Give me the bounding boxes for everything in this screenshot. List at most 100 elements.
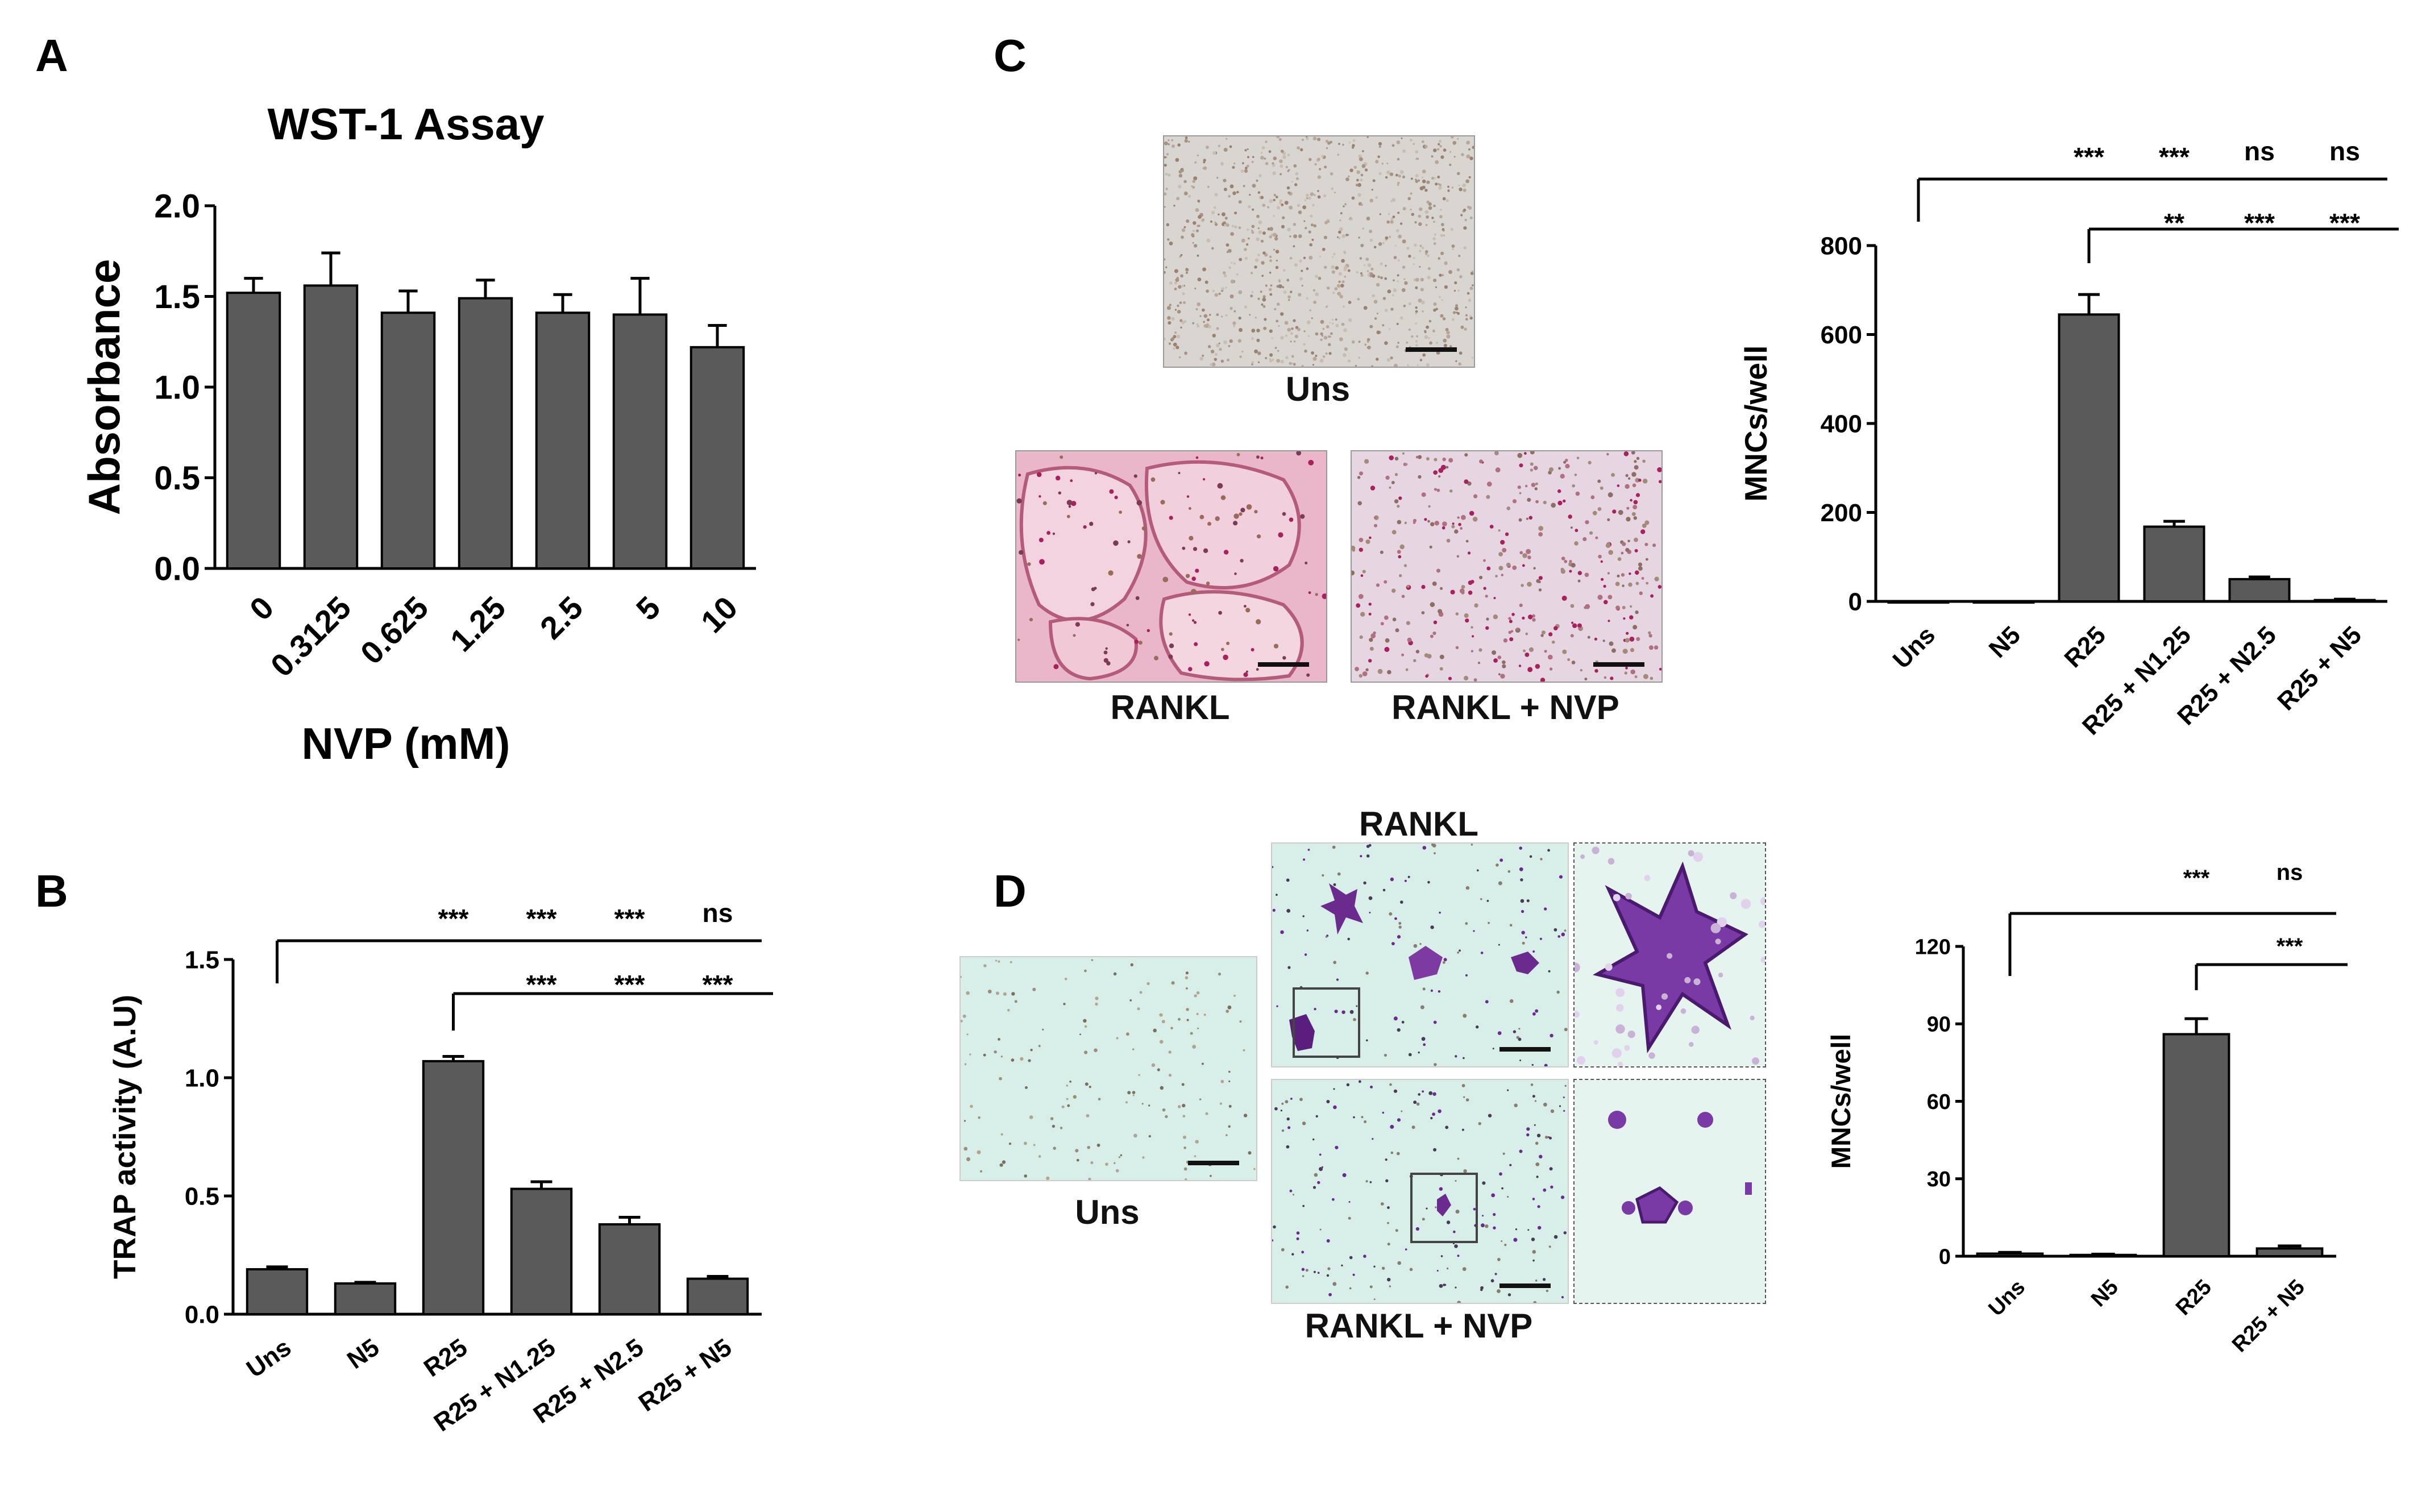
cell-speck [1212,289,1215,292]
cell-speck [1285,1285,1289,1289]
cell-speck [1615,581,1620,587]
cell-speck [1500,674,1505,679]
cell-speck [1233,325,1236,327]
cell-speck [1646,558,1648,561]
cell-speck [1170,1027,1173,1029]
cell-speck [1251,160,1254,163]
cell-speck [1262,295,1266,298]
cell-speck [1505,532,1509,536]
cell-speck [1689,1042,1694,1047]
cell-speck [1399,544,1405,550]
cell-speck [1333,961,1337,965]
cell-speck [1329,322,1331,324]
cell-speck [1638,566,1643,571]
cell-speck [1386,163,1389,165]
cell-speck [1538,580,1541,583]
cell-speck [1473,494,1478,499]
cell-speck [1549,1167,1553,1171]
significance-label: ** [2164,208,2184,238]
bar [2228,578,2291,603]
cell-speck [1278,280,1281,283]
cell-speck [1302,915,1305,917]
micrograph-d-rankl [1271,842,1569,1067]
micrograph-c-uns-image [1164,136,1474,367]
cell-speck [1624,671,1627,675]
cell-speck [1305,562,1308,564]
cell-speck [1212,334,1216,338]
cell-speck [1347,937,1350,941]
cell-speck [1103,658,1108,663]
cell-speck [1256,214,1260,218]
cell-speck [1440,587,1443,590]
cell-speck [1299,277,1303,281]
cell-speck [1109,489,1114,494]
cell-speck [1233,994,1236,997]
cell-speck [1397,550,1401,554]
cell-speck [1294,183,1298,186]
cell-speck [1419,244,1422,247]
cell-speck [1486,617,1489,621]
cell-speck [1436,1270,1439,1272]
cell-speck [1413,659,1416,662]
cell-speck [1477,662,1481,664]
cell-speck [1421,300,1425,305]
cell-speck [1183,1147,1186,1149]
cell-speck [1334,192,1336,194]
x-tick-label: R25 [2171,1275,2216,1320]
cell-speck [1449,163,1452,167]
cell-speck [1364,459,1369,464]
cell-speck [1380,276,1384,280]
cell-speck [1427,267,1431,271]
cell-speck [1194,994,1197,998]
cell-speck [1174,281,1178,285]
cell-speck [1546,1289,1549,1293]
cell-speck [1359,471,1363,476]
cell-speck [1168,654,1173,659]
cell-speck [1513,1237,1518,1242]
cell-speck [1360,173,1364,177]
cell-speck [1371,189,1373,191]
cell-speck [1226,223,1229,227]
cell-speck [1434,177,1436,179]
x-tick-label: Uns [1984,1275,2030,1320]
cell-speck [1419,186,1424,190]
cell-speck [1684,977,1691,983]
cell-speck [1133,1133,1137,1138]
cell-speck [1301,365,1304,367]
cell-speck [1258,230,1262,234]
cell-speck [1392,215,1395,218]
cell-speck [1086,1114,1090,1118]
cell-speck [1426,254,1430,257]
cell-speck [1290,1098,1293,1100]
cell-speck [1234,211,1237,215]
cell-speck [1542,630,1546,635]
cell-speck [1246,243,1249,246]
cell-speck [1317,190,1319,192]
cell-speck [1188,194,1191,198]
cell-speck [1192,242,1194,244]
cell-speck [1465,306,1467,309]
cell-speck [1342,144,1344,146]
x-tick-label: 2.5 [533,589,590,646]
bar [686,1277,749,1316]
cell-speck [1366,1039,1368,1042]
cell-speck [1361,1116,1364,1119]
cell-speck [1164,258,1166,261]
cell-speck [1203,159,1206,162]
cell-speck [1370,272,1373,276]
cell-speck [1250,294,1253,298]
cell-speck [1526,517,1528,520]
cell-speck [1254,258,1259,262]
cell-speck [1370,485,1376,491]
cell-speck [1437,176,1440,178]
cell-speck [1571,661,1576,664]
cell-speck [1404,879,1407,882]
bar [2162,1033,2230,1257]
cell-speck [1466,154,1470,159]
cell-speck [1364,343,1367,346]
cell-speck [1168,1050,1172,1054]
significance-label: *** [614,970,645,999]
cell-speck [1360,203,1363,206]
cell-speck [1168,1073,1172,1077]
cell-speck [1334,287,1338,290]
